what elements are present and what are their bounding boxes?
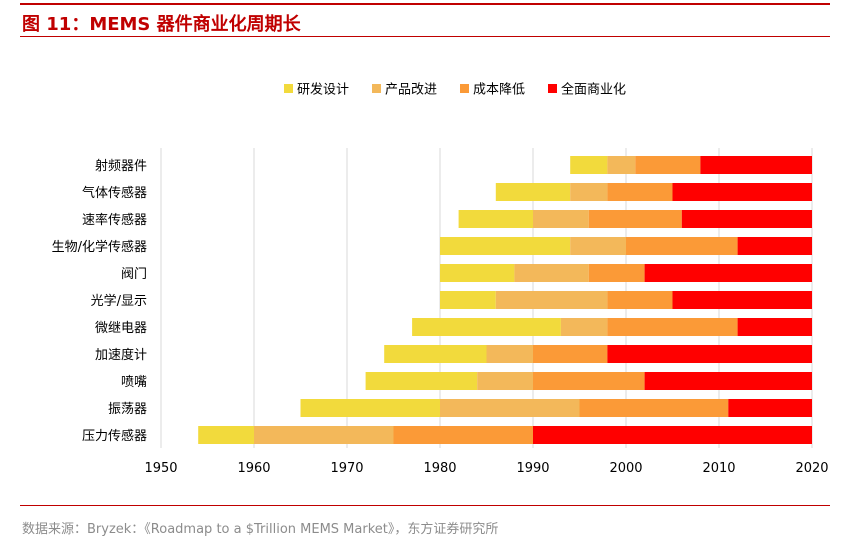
legend: 研发设计 产品改进 成本降低 全面商业化 xyxy=(284,82,626,98)
bar-segment-2 xyxy=(570,183,608,201)
category-label: 生物/化学传感器 xyxy=(52,239,147,255)
bar-segment-2 xyxy=(440,399,580,417)
bar-segment-1 xyxy=(365,372,478,390)
bar-segment-1 xyxy=(384,345,487,363)
legend-swatch-2 xyxy=(372,84,381,93)
legend-label: 成本降低 xyxy=(473,83,525,98)
bar-segment-1 xyxy=(570,156,608,174)
bar-segment-3 xyxy=(533,345,608,363)
category-label: 微继电器 xyxy=(95,321,147,336)
bar-segment-3 xyxy=(579,399,729,417)
category-label: 压力传感器 xyxy=(82,428,147,444)
x-tick-label: 1990 xyxy=(516,461,549,476)
bar-segment-2 xyxy=(560,318,608,336)
category-label: 速率传感器 xyxy=(82,212,147,228)
bar-segment-2 xyxy=(254,426,394,444)
category-label: 加速度计 xyxy=(95,347,147,363)
figure-title: 图 11：MEMS 器件商业化周期长 xyxy=(22,14,301,35)
x-tick-labels: 1950 1960 1970 1980 1990 2000 2010 2020 xyxy=(144,461,828,476)
bar-segment-3 xyxy=(588,264,645,282)
x-tick-label: 1970 xyxy=(330,461,363,476)
bar-segment-4 xyxy=(737,237,812,255)
legend-label: 研发设计 xyxy=(297,82,349,98)
bar-segment-4 xyxy=(607,345,812,363)
bar-segment-2 xyxy=(495,291,608,309)
bar-segment-3 xyxy=(588,210,682,228)
bar-segment-4 xyxy=(737,318,812,336)
bar-segment-1 xyxy=(440,264,515,282)
bar-segment-3 xyxy=(635,156,701,174)
bar-segment-3 xyxy=(533,372,645,390)
bar-segment-3 xyxy=(393,426,533,444)
x-tick-label: 1960 xyxy=(237,461,270,476)
bar-segment-1 xyxy=(300,399,440,417)
bar-segment-4 xyxy=(644,264,812,282)
legend-label: 产品改进 xyxy=(385,83,437,98)
legend-swatch-4 xyxy=(548,84,557,93)
bar-segment-1 xyxy=(412,318,561,336)
bar-segment-4 xyxy=(533,426,812,444)
legend-swatch-1 xyxy=(284,84,293,93)
bar-segment-4 xyxy=(728,399,812,417)
bar-segment-3 xyxy=(607,183,673,201)
bar-segment-2 xyxy=(570,237,626,255)
x-tick-label: 1950 xyxy=(144,461,177,476)
legend-label: 全面商业化 xyxy=(561,82,626,98)
legend-swatch-3 xyxy=(460,84,469,93)
bar-segment-2 xyxy=(533,210,589,228)
bar-segment-1 xyxy=(440,291,496,309)
bar-segment-2 xyxy=(486,345,533,363)
top-rule xyxy=(20,3,830,5)
source-note: 数据来源：Bryzek：《Roadmap to a $Trillion MEMS… xyxy=(22,522,499,537)
x-tick-label: 1980 xyxy=(423,461,456,476)
category-labels: 射频器件气体传感器速率传感器生物/化学传感器阀门光学/显示微继电器加速度计喷嘴振… xyxy=(52,158,147,444)
category-label: 光学/显示 xyxy=(91,293,147,309)
bar-segment-3 xyxy=(607,291,673,309)
bar-segment-3 xyxy=(626,237,738,255)
bar-segment-4 xyxy=(672,291,812,309)
category-label: 振荡器 xyxy=(108,402,147,417)
bar-segment-2 xyxy=(477,372,533,390)
category-label: 阀门 xyxy=(121,267,147,282)
category-label: 喷嘴 xyxy=(121,375,147,390)
title-rule xyxy=(20,36,830,37)
x-tick-label: 2020 xyxy=(795,461,828,476)
category-label: 气体传感器 xyxy=(82,185,147,201)
bar-segment-2 xyxy=(514,264,589,282)
bar-segment-1 xyxy=(458,210,533,228)
stacked-bar-chart: 射频器件气体传感器速率传感器生物/化学传感器阀门光学/显示微继电器加速度计喷嘴振… xyxy=(52,82,829,477)
bottom-rule xyxy=(20,505,830,506)
bar-segment-1 xyxy=(198,426,254,444)
bar-segment-4 xyxy=(644,372,812,390)
bar-segment-2 xyxy=(607,156,636,174)
bar-segment-4 xyxy=(681,210,812,228)
bar-segment-1 xyxy=(495,183,571,201)
bar-segment-4 xyxy=(700,156,812,174)
bar-segment-3 xyxy=(607,318,738,336)
x-tick-label: 2010 xyxy=(702,461,735,476)
x-tick-label: 2000 xyxy=(609,461,642,476)
category-label: 射频器件 xyxy=(95,158,147,174)
bars xyxy=(198,156,812,444)
bar-segment-4 xyxy=(672,183,812,201)
bar-segment-1 xyxy=(440,237,571,255)
